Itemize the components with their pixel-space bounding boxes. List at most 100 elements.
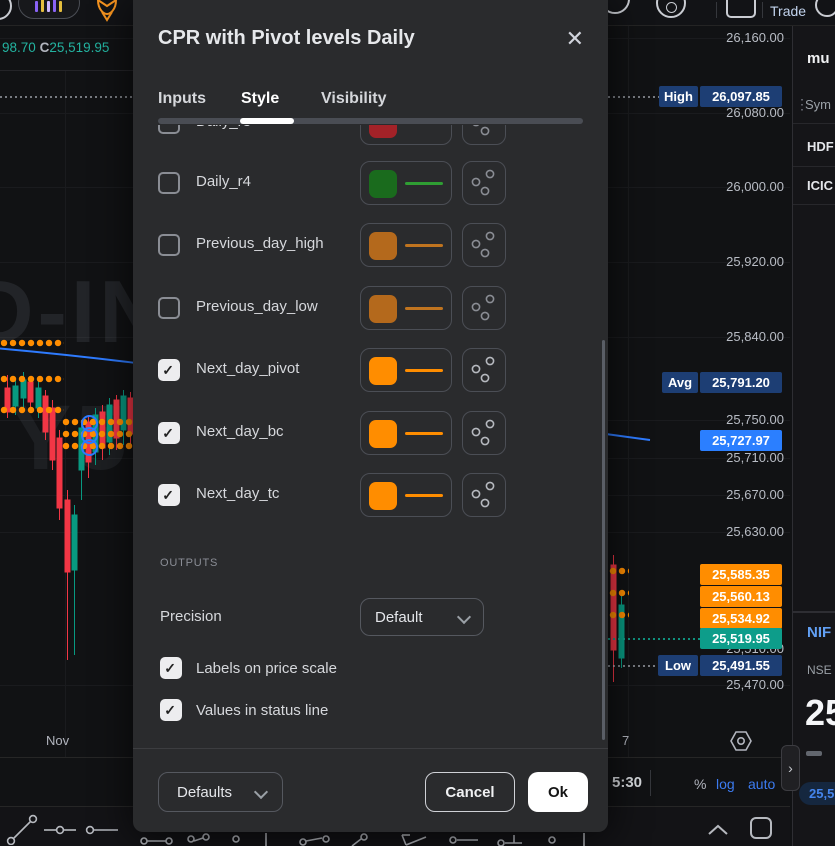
line-style-button[interactable] xyxy=(462,473,506,517)
drawing-tool-icon[interactable] xyxy=(496,833,530,846)
log-scale-button[interactable]: log xyxy=(716,776,735,792)
color-line-button[interactable] xyxy=(360,473,452,517)
ok-button[interactable]: Ok xyxy=(528,772,588,812)
price-scale[interactable]: 26,160.00 26,080.00 26,000.00 25,920.00 … xyxy=(600,0,790,846)
drawing-tool-icon[interactable] xyxy=(544,833,560,846)
line-style-button[interactable] xyxy=(462,286,506,330)
drawing-tool-icon[interactable] xyxy=(262,833,270,846)
pivot-dots-row xyxy=(609,589,629,597)
close-price-badge: 25,519.95 xyxy=(700,628,782,649)
partial-button-icon[interactable] xyxy=(0,0,12,20)
drawing-tool-icon[interactable] xyxy=(348,833,372,846)
color-line-button[interactable] xyxy=(360,348,452,392)
trade-toggle-icon[interactable] xyxy=(815,0,835,17)
watchlist-title[interactable]: mu xyxy=(807,50,830,67)
alert-icon-inner xyxy=(666,2,677,13)
labels-on-price-scale-checkbox[interactable]: ✓ xyxy=(160,657,182,679)
trend-line-icon[interactable] xyxy=(6,813,42,845)
color-line-button[interactable] xyxy=(360,411,452,455)
row-checkbox[interactable]: ✓ xyxy=(158,422,180,444)
close-dotted-line xyxy=(608,638,700,640)
indicator-settings-dialog: CPR with Pivot levels Daily ✕ Inputs Sty… xyxy=(133,0,608,832)
chevron-down-icon xyxy=(253,784,269,800)
drawing-tool-icon[interactable] xyxy=(186,833,216,846)
section-divider xyxy=(793,611,835,613)
line-style-button[interactable] xyxy=(462,161,506,205)
tab-inputs[interactable]: Inputs xyxy=(158,90,206,107)
line-style-button[interactable] xyxy=(462,223,506,267)
auto-scale-button[interactable]: auto xyxy=(748,776,776,792)
pivot-dots-row xyxy=(0,375,64,383)
line-style-button[interactable] xyxy=(462,125,506,145)
line-style-button[interactable] xyxy=(462,411,506,455)
timezone-gear-icon[interactable] xyxy=(728,729,754,753)
values-in-status-line-checkbox[interactable]: ✓ xyxy=(160,699,182,721)
close-icon[interactable]: ✕ xyxy=(565,26,584,51)
drawing-tool-icon[interactable] xyxy=(580,833,588,846)
color-line-button[interactable] xyxy=(360,223,452,267)
row-checkbox[interactable] xyxy=(158,297,180,319)
trade-toggle-label[interactable]: Trade xyxy=(770,3,807,19)
color-swatch xyxy=(369,170,397,198)
tab-visibility[interactable]: Visibility xyxy=(321,90,387,107)
dialog-scroll-area[interactable]: Daily_r3 Daily_r4 xyxy=(133,125,608,745)
watchlist-panel: mu ⋮ Sym HDF ICIC NIF NSE 25,5 25,5 xyxy=(792,25,835,846)
price-tick: 25,470.00 xyxy=(726,677,784,692)
horizontal-line-icon[interactable] xyxy=(42,819,78,841)
circles-style-icon xyxy=(471,169,495,196)
chevron-up-icon[interactable] xyxy=(706,823,730,837)
row-checkbox[interactable]: ✓ xyxy=(158,359,180,381)
time-axis-month: Nov xyxy=(46,733,70,748)
symbol-column-header[interactable]: Sym xyxy=(805,97,831,112)
watchlist-row[interactable]: HDF xyxy=(807,139,834,154)
row-checkbox[interactable]: ✓ xyxy=(158,484,180,506)
drawing-tool-icon[interactable] xyxy=(448,833,482,846)
chevron-down-icon xyxy=(456,609,472,625)
style-row: Previous_day_low xyxy=(133,286,608,330)
drawing-tool-icon[interactable] xyxy=(228,833,244,846)
circles-style-icon xyxy=(472,125,490,136)
line-style-button[interactable] xyxy=(462,348,506,392)
legend-value: 98.70 xyxy=(2,40,36,55)
color-line-button[interactable] xyxy=(360,161,452,205)
color-line-button[interactable] xyxy=(360,286,452,330)
cancel-button[interactable]: Cancel xyxy=(425,772,515,812)
horizontal-ray-icon[interactable] xyxy=(84,819,120,841)
divider xyxy=(716,2,717,18)
dialog-scrollbar[interactable] xyxy=(602,340,605,740)
row-checkbox[interactable] xyxy=(158,172,180,194)
divider xyxy=(793,166,835,167)
publish-icon[interactable] xyxy=(726,0,756,18)
close-value: 25,519.95 xyxy=(49,40,110,55)
drag-handle-icon[interactable]: ⋮ xyxy=(795,96,809,112)
row-checkbox[interactable] xyxy=(158,234,180,256)
maximize-icon[interactable] xyxy=(748,815,774,841)
drawing-tool-icon[interactable] xyxy=(398,833,432,846)
high-value-badge: 26,097.85 xyxy=(700,86,782,107)
color-line-button[interactable] xyxy=(360,125,452,145)
color-swatch xyxy=(369,125,397,138)
leaf-logo-icon[interactable] xyxy=(94,0,120,22)
line-preview xyxy=(405,307,443,310)
divider xyxy=(762,2,763,18)
price-tick: 25,920.00 xyxy=(726,254,784,269)
low-value-badge: 25,491.55 xyxy=(700,655,782,676)
tab-style[interactable]: Style xyxy=(241,90,280,107)
price-pill: 25,5 xyxy=(799,782,835,805)
percent-scale-button[interactable]: % xyxy=(694,776,707,792)
watchlist-row[interactable]: ICIC xyxy=(807,178,833,193)
row-label: Next_day_tc xyxy=(196,485,280,502)
precision-select[interactable]: Default xyxy=(360,598,484,636)
panel-collapse-handle[interactable]: › xyxy=(781,745,800,791)
exchange-label: NSE xyxy=(807,663,832,677)
detail-symbol[interactable]: NIF xyxy=(807,624,832,641)
gridline xyxy=(65,70,66,757)
line-preview xyxy=(405,369,443,372)
defaults-select[interactable]: Defaults xyxy=(158,772,283,812)
line-preview xyxy=(405,182,443,185)
row-checkbox[interactable] xyxy=(158,125,180,134)
drawing-tool-icon[interactable] xyxy=(298,833,334,846)
drawing-tool-icon[interactable] xyxy=(140,833,174,846)
logo-pill-button[interactable] xyxy=(18,0,80,19)
line-preview xyxy=(405,432,443,435)
